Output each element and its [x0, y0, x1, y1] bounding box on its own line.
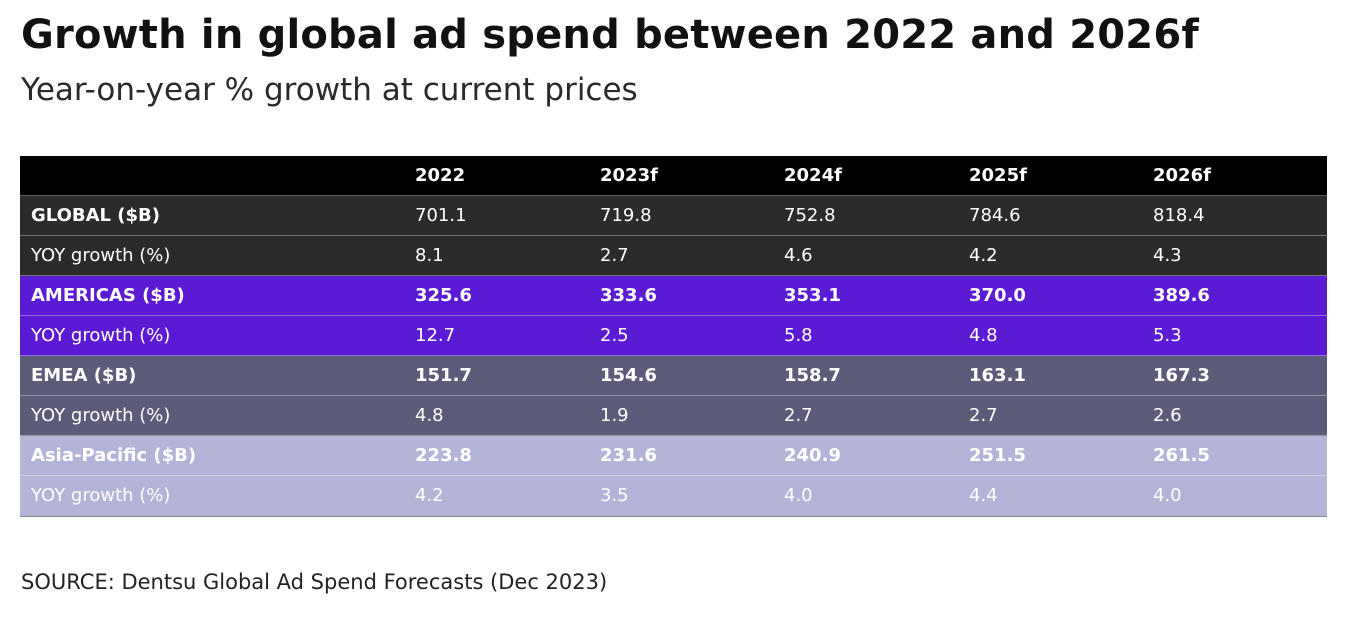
table-cell: 752.8 [784, 205, 836, 226]
column-header: 2026f [1153, 165, 1211, 186]
table-cell: 158.7 [784, 365, 841, 386]
table-row-americas: AMERICAS ($B) 325.6 333.6 353.1 370.0 38… [20, 276, 1327, 316]
table-cell: 4.2 [415, 485, 444, 506]
table-cell: 151.7 [415, 365, 472, 386]
table-cell: 818.4 [1153, 205, 1205, 226]
table-cell: 167.3 [1153, 365, 1210, 386]
table-cell: 251.5 [969, 445, 1026, 466]
table-cell: 2.7 [600, 245, 629, 266]
column-header: 2024f [784, 165, 842, 186]
column-header: 2023f [600, 165, 658, 186]
table-cell: 3.5 [600, 485, 629, 506]
table-cell: 12.7 [415, 325, 456, 346]
table-cell: 4.0 [784, 485, 813, 506]
table-cell: 240.9 [784, 445, 841, 466]
table-row-asia-pacific: Asia-Pacific ($B) 223.8 231.6 240.9 251.… [20, 436, 1327, 476]
table-row-asia-pacific-yoy: YOY growth (%) 4.2 3.5 4.0 4.4 4.0 [20, 476, 1327, 516]
table-cell: 325.6 [415, 285, 472, 306]
table-row-emea: EMEA ($B) 151.7 154.6 158.7 163.1 167.3 [20, 356, 1327, 396]
table-cell: 5.3 [1153, 325, 1182, 346]
table-cell: 4.4 [969, 485, 998, 506]
table-cell: 370.0 [969, 285, 1026, 306]
table-cell: 8.1 [415, 245, 444, 266]
table-row-emea-yoy: YOY growth (%) 4.8 1.9 2.7 2.7 2.6 [20, 396, 1327, 436]
source-note: SOURCE: Dentsu Global Ad Spend Forecasts… [21, 570, 608, 594]
chart-subtitle: Year-on-year % growth at current prices [21, 72, 638, 108]
table-cell: 333.6 [600, 285, 657, 306]
table-cell: 4.0 [1153, 485, 1182, 506]
row-label: YOY growth (%) [31, 245, 171, 266]
table-cell: 4.2 [969, 245, 998, 266]
table-cell: 2.7 [969, 405, 998, 426]
table-cell: 154.6 [600, 365, 657, 386]
ad-spend-table: 2022 2023f 2024f 2025f 2026f GLOBAL ($B)… [20, 156, 1327, 517]
row-label: AMERICAS ($B) [31, 285, 185, 306]
row-label: GLOBAL ($B) [31, 205, 160, 226]
table-cell: 231.6 [600, 445, 657, 466]
table-row-global-yoy: YOY growth (%) 8.1 2.7 4.6 4.2 4.3 [20, 236, 1327, 276]
table-cell: 719.8 [600, 205, 652, 226]
row-label: YOY growth (%) [31, 485, 171, 506]
column-header: 2025f [969, 165, 1027, 186]
row-label: YOY growth (%) [31, 405, 171, 426]
table-cell: 223.8 [415, 445, 472, 466]
table-cell: 163.1 [969, 365, 1026, 386]
table-cell: 2.7 [784, 405, 813, 426]
column-header: 2022 [415, 165, 466, 186]
chart-title: Growth in global ad spend between 2022 a… [21, 12, 1199, 58]
table-cell: 4.8 [969, 325, 998, 346]
table-row-global: GLOBAL ($B) 701.1 719.8 752.8 784.6 818.… [20, 196, 1327, 236]
table-cell: 5.8 [784, 325, 813, 346]
table-cell: 4.8 [415, 405, 444, 426]
table-row-americas-yoy: YOY growth (%) 12.7 2.5 5.8 4.8 5.3 [20, 316, 1327, 356]
row-label: Asia-Pacific ($B) [31, 445, 197, 466]
table-cell: 2.6 [1153, 405, 1182, 426]
table-cell: 701.1 [415, 205, 467, 226]
table-cell: 2.5 [600, 325, 629, 346]
table-cell: 784.6 [969, 205, 1021, 226]
row-label: YOY growth (%) [31, 325, 171, 346]
table-header-row: 2022 2023f 2024f 2025f 2026f [20, 156, 1327, 196]
table-cell: 353.1 [784, 285, 841, 306]
table-cell: 4.6 [784, 245, 813, 266]
row-label: EMEA ($B) [31, 365, 137, 386]
table-cell: 389.6 [1153, 285, 1210, 306]
table-cell: 4.3 [1153, 245, 1182, 266]
table-cell: 261.5 [1153, 445, 1210, 466]
table-cell: 1.9 [600, 405, 629, 426]
